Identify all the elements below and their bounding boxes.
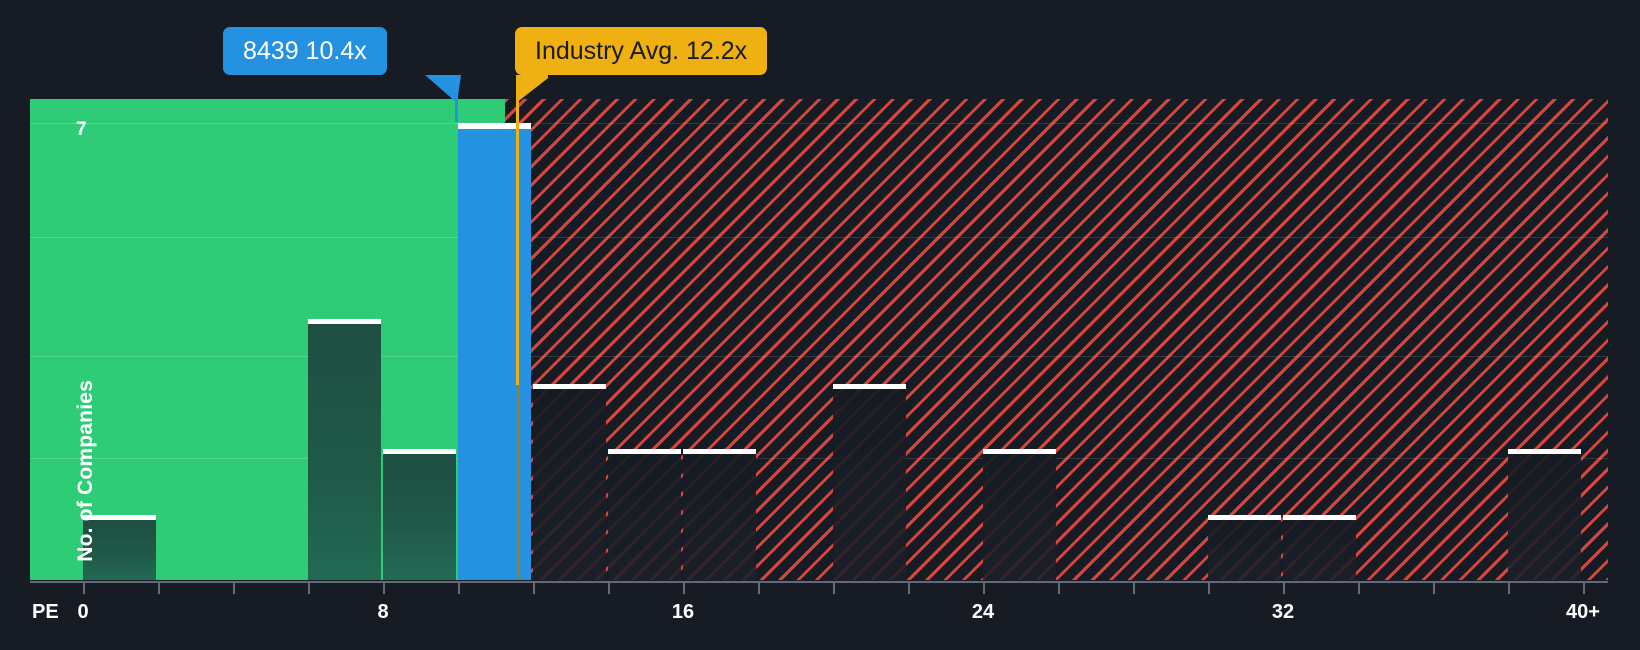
x-tick-0 [83, 583, 85, 594]
x-tick-label-0: 0 [77, 601, 89, 623]
bar-cap [983, 449, 1056, 454]
x-tick-34 [1358, 583, 1360, 594]
bar-cap [1508, 449, 1581, 454]
industry-average-callout[interactable]: Industry Avg. 12.2x [515, 27, 768, 75]
bar-pe-8-10[interactable] [383, 449, 456, 580]
bar-body [383, 454, 456, 580]
x-tick-32 [1283, 583, 1285, 594]
y-axis-label: No. of Companies [74, 380, 97, 562]
plot-area: 7 No. of Companies [30, 99, 1608, 580]
gridline-5 [30, 237, 505, 238]
bar-pe-24-26[interactable] [983, 449, 1056, 580]
bar-pe-20-22[interactable] [833, 384, 906, 580]
gridline-1-hatch [505, 458, 1608, 459]
bar-cap [458, 123, 531, 129]
x-tick-24 [983, 583, 985, 594]
x-tick-4 [233, 583, 235, 594]
bar-pe-30-32[interactable] [1208, 515, 1281, 580]
bar-cap [683, 449, 756, 454]
bar-cap [1283, 515, 1356, 520]
industry-average-line-lower [517, 384, 520, 580]
bar-cap [608, 449, 681, 454]
bar-pe-12-14[interactable] [533, 384, 606, 580]
industry-callout-tail [516, 75, 548, 103]
x-tick-8 [383, 583, 385, 594]
bar-cap [308, 319, 381, 324]
x-tick-30 [1208, 583, 1210, 594]
gridline-3-hatch [505, 356, 1608, 357]
gridline-1 [30, 458, 505, 459]
x-tick-label-32: 32 [1271, 601, 1295, 623]
bar-pe-14-16[interactable] [608, 449, 681, 580]
x-tick-28 [1133, 583, 1135, 594]
company-callout-tail [425, 75, 461, 103]
x-tick-26 [1058, 583, 1060, 594]
bar-pe-6-8[interactable] [308, 319, 381, 580]
bar-body [833, 389, 906, 580]
gridline-7 [30, 123, 505, 124]
bar-pe-0-2[interactable] [83, 515, 156, 580]
bar-cap [533, 384, 606, 389]
bar-body [983, 454, 1056, 580]
bar-cap [383, 449, 456, 454]
x-tick-16 [683, 583, 685, 594]
x-axis-line [30, 581, 1608, 583]
gridline-5-hatch [505, 237, 1608, 238]
bar-pe-38-40[interactable] [1508, 449, 1581, 580]
x-tick-label-16: 16 [671, 601, 695, 623]
x-tick-36 [1433, 583, 1435, 594]
bar-pe-16-18[interactable] [683, 449, 756, 580]
bar-cap [833, 384, 906, 389]
bar-body [533, 389, 606, 580]
bar-pe-10-12[interactable] [458, 123, 531, 580]
x-tick-14 [608, 583, 610, 594]
x-axis-prefix-label: PE [32, 601, 59, 623]
gridline-7-hatch [505, 123, 1608, 124]
x-tick-label-40plus: 40+ [1566, 601, 1600, 623]
x-tick-6 [308, 583, 310, 594]
bar-body [458, 129, 531, 580]
bar-body [83, 520, 156, 580]
industry-average-callout-label: Industry Avg. 12.2x [535, 37, 748, 65]
bar-body [1283, 520, 1356, 580]
y-axis-max-tick: 7 [76, 119, 87, 140]
bar-pe-32-34[interactable] [1283, 515, 1356, 580]
x-tick-18 [758, 583, 760, 594]
x-tick-20 [833, 583, 835, 594]
bar-body [683, 454, 756, 580]
x-tick-label-8: 8 [377, 601, 389, 623]
bar-body [1508, 454, 1581, 580]
x-tick-40 [1583, 583, 1585, 594]
bar-body [308, 324, 381, 580]
x-tick-22 [908, 583, 910, 594]
gridline-3 [30, 356, 505, 357]
x-tick-10 [458, 583, 460, 594]
industry-average-line [516, 76, 519, 385]
bar-body [608, 454, 681, 580]
company-pe-callout-label: 8439 10.4x [243, 37, 367, 65]
bar-body [1208, 520, 1281, 580]
bar-cap [83, 515, 156, 520]
x-tick-38 [1508, 583, 1510, 594]
x-tick-label-24: 24 [971, 601, 995, 623]
bar-cap [1208, 515, 1281, 520]
company-pe-callout[interactable]: 8439 10.4x [223, 27, 387, 75]
x-tick-2 [158, 583, 160, 594]
x-tick-12 [533, 583, 535, 594]
